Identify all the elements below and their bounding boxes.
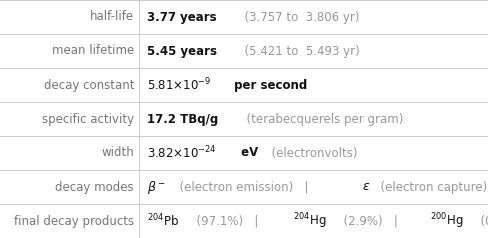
Text: 3.77 years: 3.77 years bbox=[147, 10, 217, 24]
Text: 5.45 years: 5.45 years bbox=[147, 45, 217, 58]
Text: half-life: half-life bbox=[90, 10, 134, 24]
Text: width: width bbox=[102, 147, 134, 159]
Text: eV: eV bbox=[237, 147, 258, 159]
Text: per second: per second bbox=[230, 79, 307, 91]
Text: (5.421 to  5.493 yr): (5.421 to 5.493 yr) bbox=[237, 45, 360, 58]
Text: decay constant: decay constant bbox=[43, 79, 134, 91]
Text: $\epsilon$: $\epsilon$ bbox=[362, 180, 371, 193]
Text: $5.81{\times}10^{-9}$: $5.81{\times}10^{-9}$ bbox=[147, 77, 211, 93]
Text: $\beta^-$: $\beta^-$ bbox=[147, 178, 166, 195]
Text: $^{204}$Pb: $^{204}$Pb bbox=[147, 213, 179, 229]
Text: (electron capture): (electron capture) bbox=[373, 180, 488, 193]
Text: $^{200}$Hg: $^{200}$Hg bbox=[430, 211, 464, 231]
Text: mean lifetime: mean lifetime bbox=[52, 45, 134, 58]
Text: (electron emission)   |: (electron emission) | bbox=[172, 180, 320, 193]
Text: (3.757 to  3.806 yr): (3.757 to 3.806 yr) bbox=[237, 10, 360, 24]
Text: (0%): (0%) bbox=[473, 214, 488, 228]
Text: (electronvolts): (electronvolts) bbox=[264, 147, 358, 159]
Text: specific activity: specific activity bbox=[42, 113, 134, 125]
Text: $3.82{\times}10^{-24}$: $3.82{\times}10^{-24}$ bbox=[147, 145, 217, 161]
Text: (terabecquerels per gram): (terabecquerels per gram) bbox=[239, 113, 404, 125]
Text: 17.2 TBq/g: 17.2 TBq/g bbox=[147, 113, 218, 125]
Text: final decay products: final decay products bbox=[14, 214, 134, 228]
Text: (2.9%)   |: (2.9%) | bbox=[336, 214, 409, 228]
Text: decay modes: decay modes bbox=[56, 180, 134, 193]
Text: $^{204}$Hg: $^{204}$Hg bbox=[293, 211, 326, 231]
Text: (97.1%)   |: (97.1%) | bbox=[188, 214, 269, 228]
